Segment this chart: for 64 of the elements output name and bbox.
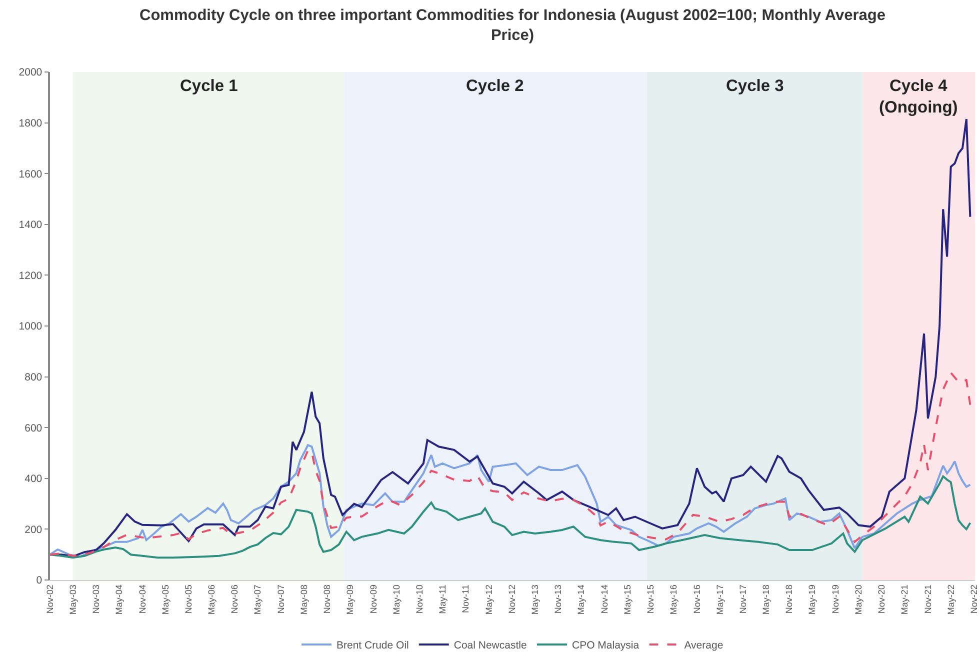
x-tick-label: May-04	[114, 584, 124, 615]
x-tick-label: May-15	[622, 584, 632, 615]
x-tick-label: Nov-15	[646, 584, 656, 614]
x-tick-label: May-08	[298, 584, 309, 615]
x-tick-label: Nov-19	[830, 584, 840, 614]
x-tick-label: May-03	[68, 584, 78, 615]
x-tick-label: Nov-02	[44, 584, 55, 614]
x-tick-label: Nov-18	[784, 584, 794, 614]
line-series	[50, 444, 972, 558]
x-tick-label: Nov-03	[91, 584, 102, 614]
x-tick-label: Nov-17	[738, 584, 748, 614]
x-tick-label: May-16	[668, 584, 679, 615]
x-tick-label: Nov-20	[876, 584, 887, 614]
band-label: Cycle 3	[726, 77, 784, 95]
y-tick-label: 400	[24, 473, 42, 486]
y-tick-label: 800	[24, 371, 42, 384]
line-series	[50, 372, 972, 557]
x-tick-label: Nov-08	[322, 584, 332, 614]
band-label: Cycle 1	[180, 77, 238, 95]
x-tick-label: May-21	[900, 584, 910, 615]
chart-title: Commodity Cycle on three important Commodities for Indonesia (August 2002=100; Monthly Average Price)	[140, 6, 886, 44]
x-tick-label: Nov-09	[368, 584, 378, 614]
x-tick-label: May-13	[530, 584, 540, 615]
x-tick-label: Nov-10	[414, 584, 425, 614]
y-tick-label: 1800	[18, 117, 42, 130]
x-tick-label: May-10	[391, 584, 402, 615]
x-tick-label: May-22	[946, 584, 956, 615]
legend-label: Coal Newcastle	[454, 640, 527, 652]
y-tick-label: 1600	[18, 168, 42, 180]
x-tick-label: Nov-07	[276, 584, 286, 614]
x-tick-label: Nov-14	[599, 584, 610, 614]
legend-label: Brent Crude Oil	[336, 640, 409, 652]
x-tick-label: Nov-11	[460, 584, 471, 613]
y-tick-label: 1200	[18, 270, 42, 282]
x-tick-label: Nov-22	[969, 584, 980, 614]
x-tick-label: May-05	[160, 584, 170, 615]
x-tick-label: Nov-16	[692, 584, 702, 614]
x-tick-label: Nov-06	[230, 584, 240, 614]
band-label: Cycle 4 (Ongoing)	[879, 77, 958, 116]
x-tick-label: May-14	[576, 584, 586, 615]
x-tick-label: May-07	[252, 584, 263, 615]
line-series	[50, 475, 972, 559]
x-tick-label: May-20	[853, 584, 864, 615]
x-tick-label: May-06	[206, 584, 216, 615]
x-tick-label: May-18	[760, 584, 771, 615]
x-tick-label: May-09	[345, 584, 356, 615]
x-tick-label: May-19	[807, 584, 818, 615]
x-tick-label: Nov-12	[507, 584, 518, 614]
y-tick-label: 1000	[18, 320, 42, 333]
y-tick-label: 0	[36, 574, 42, 587]
legend-label: Average	[684, 640, 724, 652]
y-tick-label: 1400	[18, 219, 42, 232]
y-tick-label: 200	[24, 524, 42, 536]
x-tick-label: Nov-04	[137, 584, 148, 614]
legend-label: CPO Malaysia	[572, 640, 640, 652]
x-tick-label: May-12	[484, 584, 494, 615]
x-tick-label: May-17	[714, 584, 725, 615]
x-tick-label: May-11	[437, 584, 448, 614]
x-tick-label: Nov-05	[184, 584, 194, 614]
x-tick-label: Nov-13	[553, 584, 564, 614]
y-tick-label: 2000	[18, 66, 42, 79]
y-tick-label: 600	[24, 422, 42, 434]
x-tick-label: Nov-21	[922, 584, 933, 614]
band-label: Cycle 2	[466, 77, 524, 95]
